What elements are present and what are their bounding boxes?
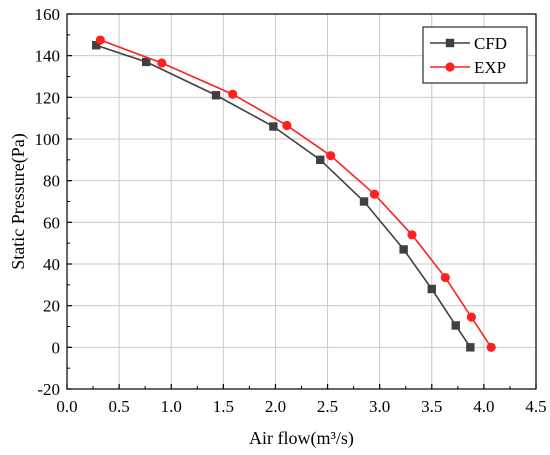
y-tick-label: 60 (43, 213, 60, 232)
data-point-cfd (427, 284, 436, 294)
data-point-exp (407, 230, 417, 240)
data-point-exp (282, 120, 292, 131)
data-point-cfd (399, 245, 408, 254)
series-layer (91, 35, 496, 352)
y-tick-label: 0 (52, 338, 61, 357)
y-tick-label: 140 (35, 47, 61, 66)
x-tick-label: 3.0 (369, 397, 390, 416)
data-point-cfd (359, 197, 369, 206)
data-point-cfd (466, 343, 475, 352)
x-tick-label: 4.0 (473, 397, 494, 416)
data-point-cfd (142, 57, 151, 67)
x-tick-label: 2.5 (317, 397, 338, 416)
legend-label-exp: EXP (474, 58, 506, 77)
data-point-exp (157, 58, 167, 68)
grid (67, 14, 536, 389)
x-tick-label: 1.5 (213, 397, 234, 416)
data-point-cfd (211, 91, 221, 100)
y-tick-label: 20 (43, 297, 60, 316)
ticks (66, 13, 537, 390)
series-line-exp (100, 39, 492, 348)
x-tick-label: 1.0 (161, 397, 182, 416)
data-point-exp (369, 189, 380, 199)
series-cfd (91, 41, 475, 352)
x-tick-label: 0.0 (56, 397, 77, 416)
y-tick-label: 40 (43, 255, 60, 274)
series-line-cfd (95, 44, 472, 348)
series-exp (95, 35, 496, 352)
legend-label-cfd: CFD (474, 34, 507, 53)
y-tick-label: 100 (35, 130, 61, 149)
legend: CFD EXP (422, 26, 528, 84)
y-axis-title: Static Pressure(Pa) (8, 133, 29, 269)
data-point-exp (95, 35, 105, 45)
data-point-exp (466, 312, 476, 322)
data-point-cfd (451, 321, 460, 330)
data-point-exp (486, 342, 496, 352)
y-tick-label: 120 (35, 88, 61, 107)
x-axis-title: Air flow(m³/s) (249, 428, 354, 449)
data-point-exp (228, 89, 238, 99)
y-tick-label: 160 (35, 5, 61, 24)
tick-labels: 0.0 0.5 1.0 1.5 2.0 2.5 3.0 3.5 4.0 4.5 -20 0 20 40 60… (35, 5, 547, 416)
legend-box (422, 26, 528, 84)
legend-marker-cfd (445, 38, 455, 48)
data-point-cfd (316, 155, 325, 165)
x-tick-label: 4.5 (525, 397, 546, 416)
data-point-exp (326, 151, 336, 161)
data-point-cfd (269, 122, 278, 131)
legend-marker-exp (445, 62, 455, 72)
data-point-cfd (91, 41, 101, 50)
y-tick-label: -20 (37, 380, 60, 399)
x-tick-label: 3.5 (421, 397, 442, 416)
x-tick-label: 2.0 (265, 397, 286, 416)
x-tick-label: 0.5 (108, 397, 129, 416)
y-tick-label: 80 (43, 172, 60, 191)
data-point-exp (440, 272, 450, 283)
